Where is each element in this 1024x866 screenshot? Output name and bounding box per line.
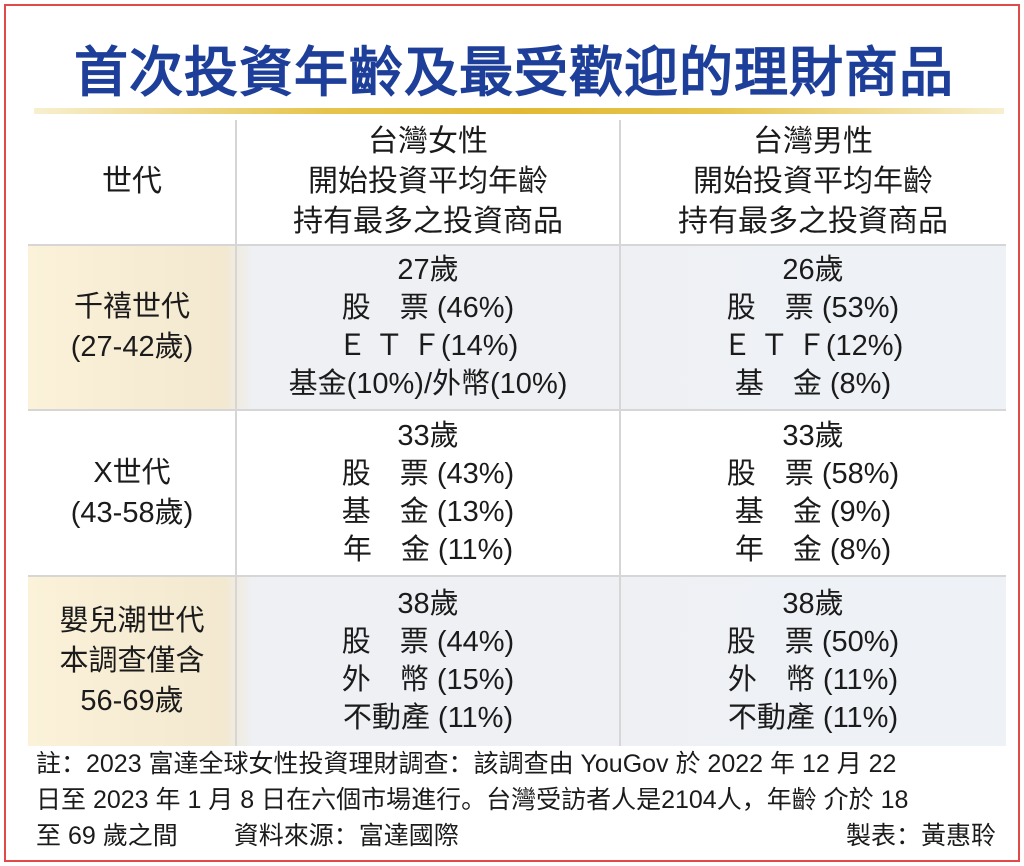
column-divider (235, 120, 237, 746)
generation-note: 本調查僅含 (59, 645, 205, 677)
table-row-millennial: 千禧世代 (27-42歲) 27歲 股 票 (46%) Ｅ Ｔ Ｆ(14%) 基… (28, 244, 1006, 410)
female-product: Ｅ Ｔ Ｆ(14%) (337, 330, 519, 362)
footnote-line: 日至 2023 年 1 月 8 日在六個市場進行。台灣受訪者人是2104人，年齡… (36, 786, 909, 814)
footnote: 註：2023 富達全球女性投資理財調查：該調查由 YouGov 於 2022 年… (36, 746, 996, 854)
male-cell: 33歲 股 票 (58%) 基 金 (9%) 年 金 (8%) (620, 410, 1006, 576)
table-header-row: 世代 台灣女性 開始投資平均年齡 持有最多之投資商品 台灣男性 開始投資平均年齡… (28, 120, 1006, 244)
footnote-line-3: 至 69 歲之間 資料來源：富達國際 (36, 818, 996, 854)
male-product: 不動產 (11%) (727, 702, 899, 734)
header-generation: 世代 (28, 120, 236, 244)
generation-age-range: (27-42歲) (70, 331, 194, 363)
male-start-age: 38歲 (782, 588, 844, 620)
header-female-line: 持有最多之投資商品 (293, 205, 563, 238)
header-female-line: 台灣女性 (368, 125, 488, 158)
female-start-age: 38歲 (397, 588, 459, 620)
female-cell: 38歲 股 票 (44%) 外 幣 (15%) 不動產 (11%) (236, 576, 620, 746)
female-product: 外 幣 (15%) (341, 664, 515, 696)
male-product: 股 票 (53%) (726, 292, 900, 324)
male-product: Ｅ Ｔ Ｆ(12%) (722, 330, 904, 362)
row-divider (28, 575, 1006, 577)
infographic-frame: 首次投資年齡及最受歡迎的理財商品 世代 台灣女性 開始投資平均年齡 持有最多之投… (4, 4, 1020, 862)
row-divider (28, 409, 1006, 411)
header-generation-label: 世代 (102, 165, 162, 198)
header-male-line: 持有最多之投資商品 (678, 205, 948, 238)
table-row-baby-boomer: 嬰兒潮世代 本調查僅含 56-69歲 38歲 股 票 (44%) 外 幣 (15… (28, 576, 1006, 746)
female-cell: 27歲 股 票 (46%) Ｅ Ｔ Ｆ(14%) 基金(10%)/外幣(10%) (236, 244, 620, 410)
generation-name: 嬰兒潮世代 (59, 605, 205, 637)
female-product: 股 票 (43%) (341, 458, 515, 490)
female-product: 股 票 (46%) (341, 292, 515, 324)
female-product: 基金(10%)/外幣(10%) (288, 368, 568, 400)
generation-cell: 千禧世代 (27-42歲) (28, 244, 236, 410)
male-product: 基 金 (8%) (734, 368, 892, 400)
page-title: 首次投資年齡及最受歡迎的理財商品 (74, 41, 954, 104)
generation-name: X世代 (93, 457, 171, 489)
header-female-line: 開始投資平均年齡 (308, 165, 548, 198)
generation-cell: X世代 (43-58歲) (28, 410, 236, 576)
female-product: 不動產 (11%) (342, 702, 514, 734)
generation-age-range: (43-58歲) (70, 497, 194, 529)
female-cell: 33歲 股 票 (43%) 基 金 (13%) 年 金 (11%) (236, 410, 620, 576)
row-divider (28, 244, 1006, 246)
data-source: 資料來源：富達國際 (233, 822, 459, 850)
table-row-gen-x: X世代 (43-58歲) 33歲 股 票 (43%) 基 金 (13%) 年 金… (28, 410, 1006, 576)
female-product: 基 金 (13%) (341, 496, 515, 528)
male-product: 外 幣 (11%) (727, 664, 899, 696)
male-start-age: 26歲 (782, 254, 844, 286)
header-female: 台灣女性 開始投資平均年齡 持有最多之投資商品 (236, 120, 620, 244)
header-male-line: 開始投資平均年齡 (693, 165, 933, 198)
male-cell: 26歲 股 票 (53%) Ｅ Ｔ Ｆ(12%) 基 金 (8%) (620, 244, 1006, 410)
male-start-age: 33歲 (782, 420, 844, 452)
header-male-line: 台灣男性 (753, 125, 873, 158)
footnote-line: 註：2023 富達全球女性投資理財調查：該調查由 YouGov 於 2022 年… (36, 750, 897, 778)
male-product: 年 金 (8%) (734, 534, 892, 566)
female-start-age: 27歲 (397, 254, 459, 286)
generation-name: 千禧世代 (73, 291, 190, 323)
column-divider (619, 120, 621, 746)
header-male: 台灣男性 開始投資平均年齡 持有最多之投資商品 (620, 120, 1006, 244)
male-product: 股 票 (58%) (726, 458, 900, 490)
generation-age-range: 56-69歲 (80, 685, 184, 717)
male-product: 股 票 (50%) (726, 626, 900, 658)
footnote-age-range: 至 69 歲之間 (36, 822, 178, 850)
male-cell: 38歲 股 票 (50%) 外 幣 (11%) 不動產 (11%) (620, 576, 1006, 746)
table-credit: 製表：黃惠聆 (845, 822, 996, 850)
female-start-age: 33歲 (397, 420, 459, 452)
female-product: 股 票 (44%) (341, 626, 515, 658)
female-product: 年 金 (11%) (342, 534, 514, 566)
male-product: 基 金 (9%) (734, 496, 892, 528)
generation-cell: 嬰兒潮世代 本調查僅含 56-69歲 (28, 576, 236, 746)
title-underline (34, 108, 1004, 114)
